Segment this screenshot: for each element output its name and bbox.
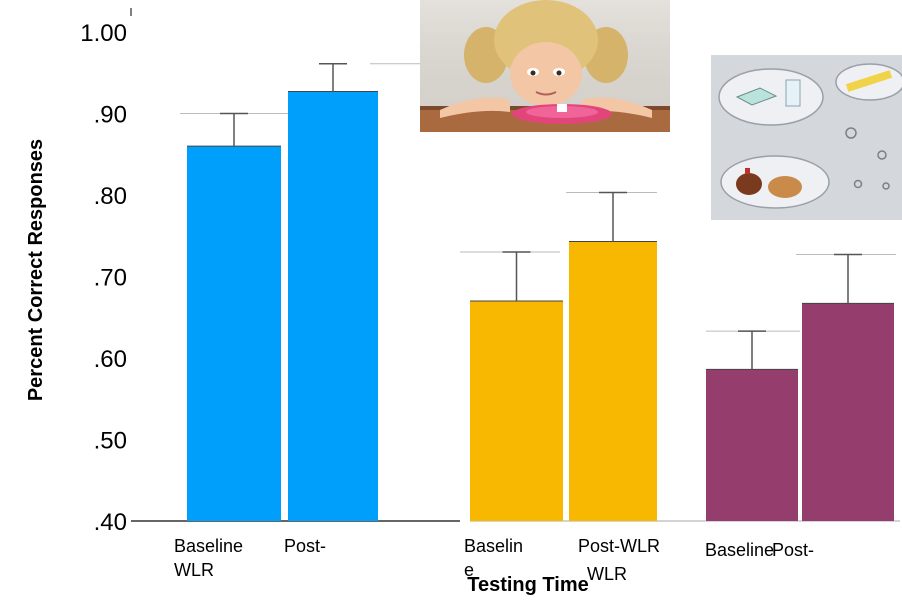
category-label: Baselin xyxy=(464,536,523,556)
y-tick-label: .40 xyxy=(94,509,127,536)
y-tick-label: .80 xyxy=(94,183,127,210)
x-axis-label: Testing Time xyxy=(467,574,589,596)
bar xyxy=(288,91,378,522)
category-label: e xyxy=(464,560,474,580)
category-label: WLR xyxy=(587,564,627,584)
y-tick-label: .50 xyxy=(94,428,127,455)
thought-bubbles-clipart xyxy=(711,55,902,220)
y-axis-label: Percent Correct Responses xyxy=(25,139,47,401)
bars xyxy=(187,63,894,522)
category-label: Post- xyxy=(284,536,326,556)
category-labels: Baseline Post-WLRBaselinePost-WLRWLRBasel… xyxy=(174,536,814,584)
bar xyxy=(569,241,657,521)
bar xyxy=(706,369,798,521)
y-tick-label: 1.00 xyxy=(80,20,127,47)
category-label: Post-WLR xyxy=(578,536,660,556)
bar xyxy=(470,300,563,521)
category-label: WLR xyxy=(174,560,214,580)
bar xyxy=(187,146,281,521)
y-tick-label: .90 xyxy=(94,102,127,129)
girl-photo xyxy=(420,0,670,132)
bar xyxy=(802,303,894,521)
y-tick-label: .70 xyxy=(94,265,127,292)
category-label: Baseline xyxy=(705,540,774,560)
y-tick-label: .60 xyxy=(94,346,127,373)
category-label: Post- xyxy=(772,540,814,560)
y-tick-labels: .40 .50 .60 .70 .80 .90 1.00 xyxy=(80,20,127,536)
category-label: Baseline xyxy=(174,536,243,556)
